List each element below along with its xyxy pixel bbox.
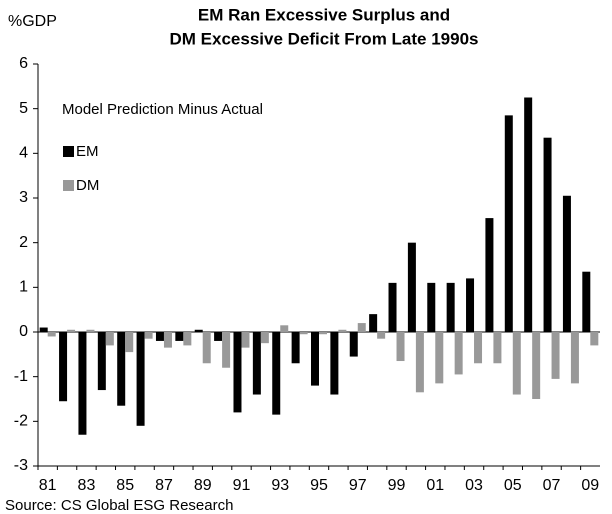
y-tick-label: 3 <box>19 189 28 206</box>
bar <box>67 329 76 332</box>
bar <box>524 97 533 332</box>
bar <box>280 325 289 332</box>
x-tick-label: 09 <box>581 477 599 494</box>
bar <box>175 332 184 341</box>
y-tick-label: 1 <box>19 279 28 296</box>
bar <box>144 332 153 339</box>
bar <box>435 332 444 384</box>
bar <box>59 332 68 402</box>
bar <box>97 332 106 391</box>
bar <box>454 332 463 375</box>
bar <box>299 332 308 335</box>
legend-label: DM <box>76 177 99 194</box>
bar <box>562 195 571 332</box>
bar <box>582 271 591 332</box>
x-tick-label: 81 <box>39 477 57 494</box>
bar <box>194 329 203 332</box>
bar <box>183 332 192 346</box>
bar <box>338 329 347 332</box>
x-tick-label: 87 <box>155 477 173 494</box>
bar <box>136 332 145 426</box>
bar <box>233 332 242 413</box>
x-tick-label: 93 <box>271 477 289 494</box>
x-tick-label: 91 <box>233 477 251 494</box>
bar <box>512 332 521 395</box>
y-tick-label: 4 <box>19 145 28 162</box>
bar <box>427 282 436 332</box>
y-tick-label: 5 <box>19 100 28 117</box>
bar <box>39 327 48 332</box>
bar <box>357 323 366 332</box>
bar <box>474 332 483 364</box>
bar <box>252 332 261 395</box>
bar <box>319 332 327 335</box>
bar <box>532 332 541 399</box>
bar <box>202 332 211 364</box>
bar <box>466 278 475 332</box>
bar <box>311 332 319 386</box>
bar <box>485 218 494 332</box>
bar <box>272 332 281 415</box>
y-axis-label: %GDP <box>8 13 57 30</box>
bar <box>377 332 386 339</box>
y-tick-label: -2 <box>14 413 28 430</box>
x-tick-label: 99 <box>388 477 406 494</box>
bar <box>504 115 513 332</box>
bar <box>570 332 579 384</box>
x-tick-label: 89 <box>194 477 212 494</box>
bar <box>163 332 172 348</box>
y-tick-label: -3 <box>14 457 28 474</box>
bar <box>125 332 134 353</box>
x-tick-label: 83 <box>78 477 96 494</box>
legend-label: EM <box>76 143 99 160</box>
bar <box>493 332 502 364</box>
bar <box>78 332 87 435</box>
x-tick-label: 07 <box>543 477 561 494</box>
bar <box>396 332 405 362</box>
bar <box>47 332 56 337</box>
x-tick-label: 03 <box>465 477 483 494</box>
y-tick-label: -1 <box>14 368 28 385</box>
y-tick-label: 6 <box>19 55 28 72</box>
legend-swatch <box>63 146 74 157</box>
bar <box>330 332 339 395</box>
bar <box>415 332 424 393</box>
bar <box>407 242 416 332</box>
bar <box>155 332 164 341</box>
chart-title: DM Excessive Deficit From Late 1990s <box>170 29 479 48</box>
x-tick-label: 97 <box>349 477 367 494</box>
legend-swatch <box>63 180 74 191</box>
y-tick-label: 0 <box>19 323 28 340</box>
bar <box>551 332 560 379</box>
x-tick-label: 85 <box>116 477 134 494</box>
bar <box>117 332 126 406</box>
bar <box>590 332 599 346</box>
legend-title: Model Prediction Minus Actual <box>62 101 263 118</box>
x-tick-label: 95 <box>310 477 328 494</box>
bar <box>241 332 250 348</box>
y-tick-label: 2 <box>19 234 28 251</box>
bar <box>291 332 300 364</box>
bar <box>446 282 455 332</box>
bar <box>369 314 378 332</box>
bar <box>105 332 114 346</box>
bar <box>222 332 231 368</box>
bar <box>86 329 95 332</box>
bar <box>388 282 397 332</box>
source: Source: CS Global ESG Research <box>5 497 233 514</box>
bar <box>260 332 269 344</box>
x-tick-label: 01 <box>426 477 444 494</box>
bar <box>543 137 552 332</box>
chart-title: EM Ran Excessive Surplus and <box>198 5 450 24</box>
bar <box>349 332 358 357</box>
x-tick-label: 05 <box>504 477 522 494</box>
bar <box>214 332 223 341</box>
